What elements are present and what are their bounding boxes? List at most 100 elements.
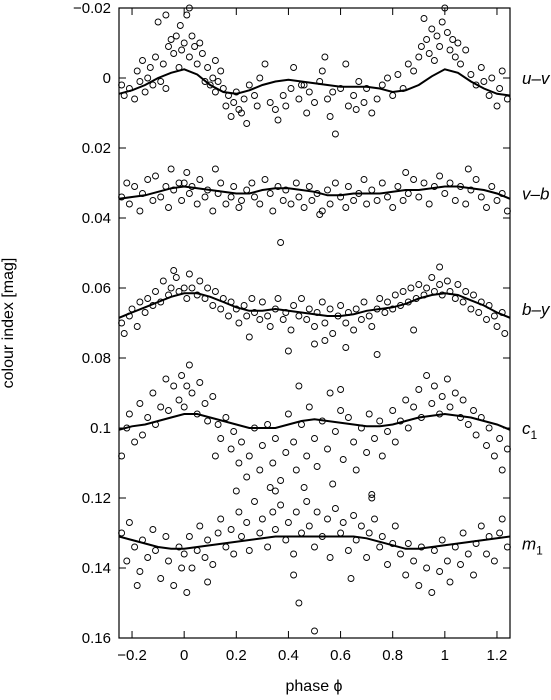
data-point [308, 197, 316, 204]
data-point [217, 67, 225, 75]
data-point [178, 197, 186, 204]
data-point [342, 319, 350, 327]
data-point [292, 508, 300, 516]
data-point [225, 312, 232, 320]
data-point [162, 11, 170, 19]
data-point [214, 78, 222, 85]
data-point [271, 435, 279, 442]
y-tick-label: −0.02 [73, 0, 111, 17]
data-point [339, 519, 347, 526]
data-point [337, 386, 345, 393]
data-point [420, 179, 428, 187]
data-point [282, 186, 290, 194]
data-point [284, 347, 292, 355]
data-point [157, 193, 165, 201]
data-point [183, 169, 191, 176]
data-point [209, 207, 217, 215]
data-point [201, 193, 209, 201]
data-point [251, 309, 258, 316]
data-point [248, 295, 256, 302]
data-point [360, 298, 368, 306]
data-point [376, 417, 384, 425]
data-point [258, 515, 266, 523]
data-point [300, 204, 308, 211]
data-point [472, 176, 480, 183]
data-point [490, 312, 498, 320]
data-point [196, 176, 204, 183]
plot-frame [118, 7, 511, 639]
data-point [271, 106, 279, 113]
fit-curves [118, 68, 511, 550]
data-point [373, 351, 381, 358]
data-point [352, 106, 360, 113]
data-point [321, 337, 329, 344]
data-point [477, 522, 485, 530]
data-point [357, 522, 365, 530]
data-point [183, 295, 191, 302]
data-point [311, 340, 318, 348]
data-point [298, 529, 305, 537]
data-point [188, 32, 196, 40]
data-point [329, 88, 337, 96]
data-point [125, 519, 133, 526]
data-point [180, 403, 188, 411]
data-point [295, 382, 303, 390]
data-point [266, 484, 274, 491]
data-point [404, 424, 412, 432]
data-point [238, 197, 245, 204]
data-point [428, 400, 436, 407]
data-point [410, 67, 418, 75]
data-point [196, 379, 204, 386]
data-point [305, 305, 313, 313]
data-point [438, 393, 446, 400]
data-point [342, 60, 350, 68]
data-point [196, 277, 204, 285]
data-point [475, 309, 483, 316]
data-point [245, 333, 253, 341]
data-point [324, 445, 331, 453]
data-point [331, 505, 339, 512]
data-point [284, 519, 292, 526]
data-point [176, 22, 184, 29]
data-point [131, 95, 139, 103]
data-point [178, 564, 186, 572]
data-point [399, 197, 407, 204]
data-point [131, 183, 139, 190]
data-point [446, 46, 454, 54]
data-point [313, 508, 321, 516]
data-point [125, 410, 133, 418]
data-point [428, 25, 436, 33]
data-point [261, 176, 269, 183]
data-point [350, 438, 358, 446]
y-tick-label: 0.06 [82, 280, 111, 297]
data-point [238, 438, 245, 446]
series-label-subscript: 1 [536, 544, 543, 558]
data-point [157, 575, 165, 582]
data-point [493, 197, 501, 204]
data-point [329, 330, 337, 337]
data-point [378, 179, 386, 187]
data-point [305, 88, 313, 96]
data-point [211, 57, 219, 64]
data-point [211, 452, 219, 460]
fit-curve-m1 [118, 535, 511, 550]
data-point [311, 543, 318, 551]
data-point [389, 407, 397, 414]
data-point [399, 288, 407, 295]
data-point [423, 284, 431, 292]
data-point [402, 571, 410, 579]
data-point [337, 407, 345, 414]
y-axis-ticks: −0.02 0 0.02 0.04 0.06 0.08 0.1 0.12 0.14 0.16 [73, 0, 510, 647]
data-point [238, 533, 245, 540]
data-point [198, 50, 206, 57]
data-point [152, 53, 159, 61]
data-point [131, 543, 139, 551]
data-point [391, 291, 399, 299]
data-point [331, 428, 339, 435]
data-point [384, 561, 391, 568]
data-point [251, 92, 258, 99]
data-point [123, 557, 131, 565]
data-point [378, 81, 386, 89]
data-point [391, 438, 399, 446]
data-point [258, 298, 266, 306]
